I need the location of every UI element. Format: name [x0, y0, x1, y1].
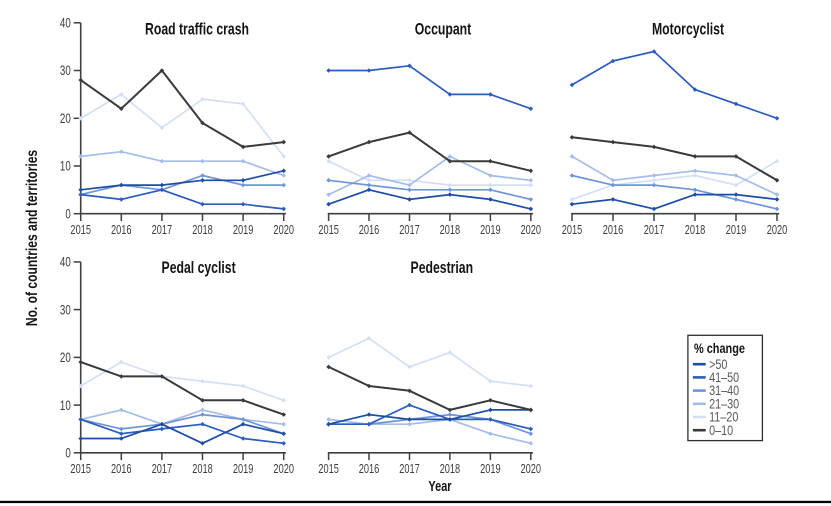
- svg-text:2016: 2016: [603, 223, 624, 237]
- svg-text:2018: 2018: [440, 223, 461, 237]
- svg-text:Occupant: Occupant: [415, 21, 471, 39]
- svg-text:0–10: 0–10: [709, 423, 733, 438]
- svg-text:Road traffic crash: Road traffic crash: [145, 21, 249, 39]
- svg-text:21–30: 21–30: [709, 396, 739, 411]
- svg-text:20: 20: [60, 110, 71, 126]
- svg-text:2018: 2018: [685, 223, 706, 237]
- svg-text:2020: 2020: [521, 223, 542, 237]
- svg-text:2020: 2020: [273, 462, 294, 476]
- svg-text:30: 30: [60, 63, 71, 79]
- svg-text:2020: 2020: [273, 223, 294, 237]
- svg-text:2015: 2015: [70, 462, 91, 476]
- svg-text:2017: 2017: [644, 223, 665, 237]
- svg-text:0: 0: [65, 445, 71, 461]
- svg-text:2019: 2019: [480, 462, 501, 476]
- svg-text:2015: 2015: [562, 223, 583, 237]
- svg-text:2017: 2017: [399, 462, 420, 476]
- svg-text:2019: 2019: [233, 223, 254, 237]
- svg-text:11–20: 11–20: [709, 409, 738, 424]
- svg-text:40: 40: [60, 254, 71, 270]
- svg-text:2018: 2018: [192, 223, 213, 237]
- svg-text:2016: 2016: [359, 223, 380, 237]
- svg-text:>50: >50: [709, 357, 727, 372]
- svg-text:2015: 2015: [70, 223, 91, 237]
- svg-text:2018: 2018: [440, 462, 461, 476]
- svg-text:2016: 2016: [111, 223, 132, 237]
- svg-text:2020: 2020: [521, 462, 542, 476]
- svg-text:10: 10: [60, 397, 71, 413]
- svg-text:Pedal cyclist: Pedal cyclist: [162, 259, 236, 277]
- svg-text:2019: 2019: [726, 223, 747, 237]
- svg-text:Motorcyclist: Motorcyclist: [652, 21, 724, 39]
- svg-text:2020: 2020: [767, 223, 788, 237]
- svg-text:2017: 2017: [399, 223, 420, 237]
- svg-text:2015: 2015: [318, 462, 339, 476]
- svg-text:2017: 2017: [152, 462, 173, 476]
- svg-text:0: 0: [65, 206, 71, 222]
- svg-text:2016: 2016: [359, 462, 380, 476]
- svg-text:Year: Year: [428, 477, 451, 494]
- svg-text:2015: 2015: [318, 223, 339, 237]
- svg-text:2019: 2019: [480, 223, 501, 237]
- svg-text:30: 30: [60, 302, 71, 318]
- svg-text:% change: % change: [694, 341, 745, 357]
- svg-text:2016: 2016: [111, 462, 132, 476]
- svg-text:No. of countries and territori: No. of countries and territories: [23, 150, 41, 326]
- svg-text:Pedestrian: Pedestrian: [411, 259, 474, 277]
- svg-text:2017: 2017: [152, 223, 173, 237]
- svg-text:40: 40: [60, 15, 71, 31]
- svg-text:10: 10: [60, 158, 71, 174]
- svg-text:41–50: 41–50: [709, 370, 739, 385]
- svg-text:2019: 2019: [233, 462, 254, 476]
- svg-text:2018: 2018: [192, 462, 213, 476]
- svg-text:31–40: 31–40: [709, 383, 739, 398]
- svg-text:20: 20: [60, 349, 71, 365]
